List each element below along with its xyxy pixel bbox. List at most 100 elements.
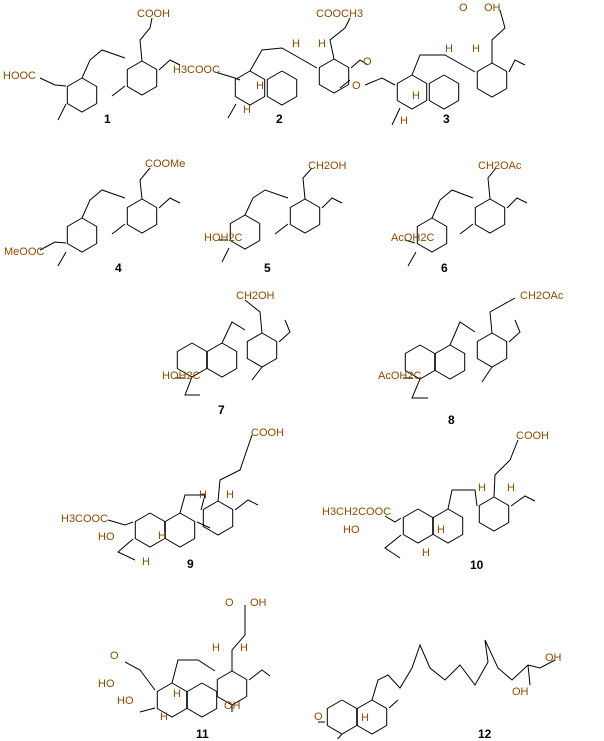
c10-ho: HO (343, 524, 360, 536)
c3-h: H (400, 115, 408, 127)
ring-c1 (126, 60, 158, 96)
bond-c5 (302, 167, 313, 200)
bond-c3 (339, 79, 351, 89)
bond-c6 (404, 239, 416, 244)
bond-c5 (244, 189, 289, 216)
bond-c12 (527, 664, 531, 686)
bond-c2 (249, 47, 318, 72)
bond-c8 (508, 319, 521, 343)
ring-c3 (396, 74, 428, 110)
bond-c4 (57, 251, 67, 267)
ring-c10 (432, 508, 464, 544)
bond-c6 (506, 197, 528, 209)
bond-c6 (487, 167, 497, 200)
bond-c2 (329, 17, 351, 60)
c11-o: O (225, 597, 234, 609)
ring-c5 (229, 214, 261, 250)
ring-c5 (289, 198, 321, 234)
bond-c10 (493, 439, 519, 498)
c3-oh: OH (484, 2, 501, 14)
c10-h3ch2cooc: H3CH2COOC (322, 506, 392, 518)
c12-oh-1: OH (545, 652, 562, 664)
ring-c11 (156, 682, 188, 718)
ring-c7 (246, 332, 278, 368)
c11-ho: HO (117, 695, 134, 707)
ring-c10 (478, 496, 510, 532)
bond-c4 (81, 189, 126, 219)
bond-c9 (217, 434, 253, 502)
bond-c10 (384, 534, 402, 559)
c5-ch2oh: CH2OH (308, 160, 347, 172)
ring-c6 (416, 217, 448, 253)
bond-c6 (459, 223, 474, 235)
c3-h: H (445, 43, 453, 55)
bond-c12 (388, 699, 399, 709)
bond-c4 (111, 223, 126, 235)
c2-h: H (318, 38, 326, 50)
c10-h: H (422, 547, 430, 559)
c4-meooc: MeOOC (4, 246, 45, 258)
compound-number-4: 4 (115, 261, 122, 275)
bond-c3 (508, 59, 526, 73)
bond-c8 (449, 321, 476, 346)
c1-hooc: HOOC (3, 70, 36, 82)
c7-hoh2c: HOH2C (162, 370, 201, 382)
bond-c9 (179, 494, 206, 514)
bond-c7 (251, 366, 263, 381)
bond-c3 (364, 77, 396, 86)
ring-c7 (206, 342, 238, 378)
c10-h: H (478, 482, 486, 494)
compound-number-3: 3 (443, 112, 450, 126)
compound-number-8: 8 (448, 413, 455, 427)
compound-number-5: 5 (264, 261, 271, 275)
bond-c1 (111, 85, 126, 97)
compound-number-11: 11 (196, 727, 209, 741)
c6-acoh2c: AcOH2C (391, 232, 435, 244)
c4-coome: COOMe (145, 158, 186, 170)
c11-oh-ring: OH (224, 700, 241, 712)
bond-c11 (139, 707, 156, 713)
bond-c1 (139, 17, 153, 62)
compound-number-7: 7 (218, 403, 225, 417)
c2-cooch3: COOCH3 (316, 8, 364, 20)
bond-c7 (221, 321, 246, 344)
bond-c11 (171, 659, 216, 684)
c11-h: H (173, 688, 181, 700)
c11-o-acid: O (110, 650, 119, 662)
c11-h: H (212, 642, 220, 654)
bond-c9 (107, 519, 134, 526)
bond-c2 (214, 71, 241, 81)
bond-c10 (447, 489, 478, 510)
c9-h: H (158, 530, 166, 542)
c10-cooh: COOH (516, 430, 549, 442)
bond-c10 (384, 515, 402, 523)
compound-number-1: 1 (104, 112, 111, 126)
compound-number-6: 6 (441, 261, 448, 275)
ring-c4 (126, 198, 158, 234)
bond-c1 (158, 59, 181, 71)
bond-c5 (274, 223, 289, 235)
compound-number-9: 9 (187, 557, 194, 571)
ring-c2 (266, 70, 298, 106)
bond-c9 (196, 521, 211, 529)
c2-h: H (256, 80, 264, 92)
ring-c3 (476, 62, 508, 98)
c12-h: H (361, 712, 369, 724)
bond-c12 (336, 733, 343, 739)
ring-c12 (356, 699, 388, 735)
c10-h: H (437, 524, 445, 536)
ring-c2 (234, 70, 266, 106)
c2-h: H (243, 104, 251, 116)
compound-number-10: 10 (470, 558, 484, 572)
compound-number-2: 2 (276, 112, 283, 126)
bond-c11 (248, 669, 271, 681)
bond-c2 (227, 103, 237, 119)
bond-c8 (411, 378, 428, 399)
ring-c9 (164, 512, 196, 548)
c6-ch2oac: CH2OAc (478, 160, 522, 172)
c3-h: H (412, 90, 420, 102)
c1-cooh: COOH (137, 8, 170, 20)
bond-c1 (57, 103, 67, 121)
c9-h: H (142, 556, 150, 568)
bond-c11 (124, 661, 156, 691)
